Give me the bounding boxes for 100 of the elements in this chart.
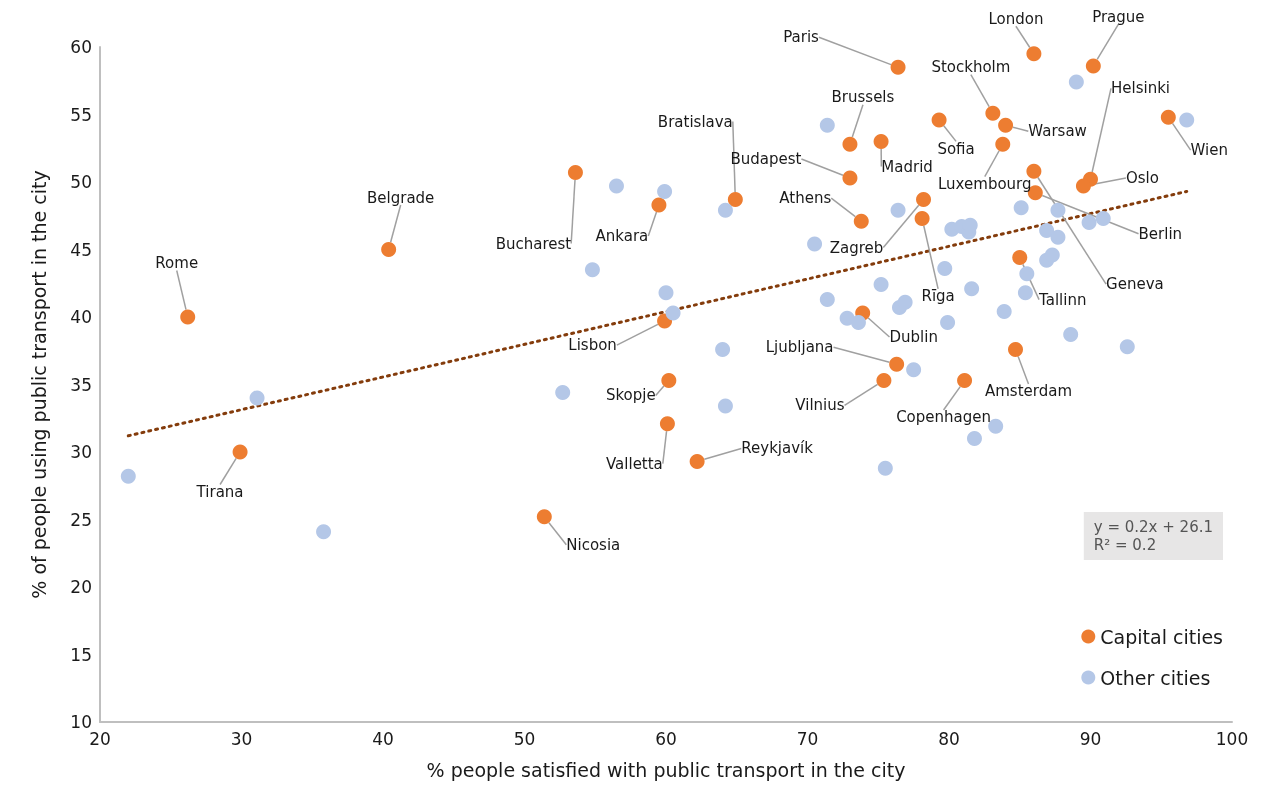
data-label: Helsinki bbox=[1110, 79, 1171, 98]
point bbox=[120, 468, 136, 484]
point bbox=[1026, 46, 1042, 62]
point bbox=[1050, 229, 1066, 245]
data-label: Valletta bbox=[606, 454, 663, 473]
legend-label: Capital cities bbox=[1100, 625, 1223, 648]
point bbox=[1095, 210, 1111, 226]
data-label: Madrid bbox=[881, 157, 933, 176]
point bbox=[536, 509, 552, 525]
point bbox=[316, 524, 332, 540]
y-tick-label: 45 bbox=[70, 239, 92, 260]
point bbox=[842, 170, 858, 186]
point bbox=[657, 183, 673, 199]
y-tick-label: 60 bbox=[70, 37, 92, 57]
point bbox=[1075, 178, 1091, 194]
point bbox=[717, 398, 733, 414]
y-tick-label: 30 bbox=[70, 442, 92, 462]
data-label: Athens bbox=[779, 189, 832, 208]
point bbox=[937, 260, 953, 276]
data-label: Luxembourg bbox=[938, 175, 1032, 194]
y-axis-title: % of people using public transport in the city bbox=[27, 170, 50, 599]
point bbox=[727, 192, 743, 208]
data-label: Bucharest bbox=[495, 234, 572, 253]
point bbox=[1119, 339, 1135, 355]
point bbox=[889, 356, 905, 372]
point bbox=[661, 372, 677, 388]
data-label: Amsterdam bbox=[984, 382, 1073, 401]
point bbox=[1026, 163, 1042, 179]
data-label: Bratislava bbox=[657, 112, 733, 131]
y-tick-label: 25 bbox=[70, 509, 92, 530]
point bbox=[996, 304, 1012, 320]
point bbox=[842, 136, 858, 152]
point bbox=[1081, 215, 1097, 230]
x-tick-label: 20 bbox=[89, 728, 111, 749]
point bbox=[931, 112, 947, 128]
x-tick-label: 50 bbox=[513, 728, 536, 749]
y-tick-label: 35 bbox=[70, 374, 92, 395]
y-tick-label: 20 bbox=[70, 577, 92, 597]
data-label: Reykjavík bbox=[741, 439, 814, 458]
point bbox=[914, 210, 930, 226]
x-tick-label: 90 bbox=[1079, 728, 1102, 749]
data-label: Vilnius bbox=[795, 396, 845, 415]
point bbox=[651, 197, 667, 213]
point bbox=[1044, 247, 1060, 263]
y-tick-label: 10 bbox=[70, 712, 92, 732]
data-label: Skopje bbox=[605, 386, 656, 405]
x-tick-label: 100 bbox=[1215, 728, 1249, 749]
data-label: Stockholm bbox=[931, 58, 1011, 77]
data-label: Belgrade bbox=[367, 188, 435, 207]
point bbox=[1012, 250, 1028, 266]
point bbox=[689, 453, 705, 469]
point bbox=[659, 416, 675, 432]
data-label: Budapest bbox=[730, 149, 802, 168]
point bbox=[1179, 112, 1195, 128]
point bbox=[717, 202, 733, 218]
point bbox=[916, 192, 932, 208]
point bbox=[1008, 341, 1024, 357]
data-label: Warsaw bbox=[1028, 122, 1087, 141]
point bbox=[608, 178, 624, 194]
point bbox=[1068, 74, 1084, 90]
point bbox=[1063, 327, 1079, 343]
point bbox=[1013, 200, 1029, 216]
x-tick-label: 70 bbox=[796, 728, 819, 749]
x-tick-label: 40 bbox=[372, 728, 394, 749]
point bbox=[873, 277, 889, 293]
data-label: Tirana bbox=[195, 483, 244, 501]
point bbox=[906, 362, 922, 378]
data-label: London bbox=[988, 9, 1044, 28]
point bbox=[873, 134, 889, 149]
point bbox=[567, 165, 583, 181]
y-tick-label: 15 bbox=[70, 644, 92, 665]
point bbox=[232, 444, 248, 460]
data-label: Zagreb bbox=[829, 238, 884, 257]
data-label: Dublin bbox=[889, 327, 938, 346]
legend-label: Other cities bbox=[1100, 666, 1211, 689]
data-label: Brussels bbox=[831, 88, 895, 107]
point bbox=[890, 59, 906, 75]
point bbox=[819, 117, 835, 133]
data-label: Wien bbox=[1190, 141, 1229, 160]
point bbox=[897, 294, 913, 310]
point bbox=[1039, 223, 1055, 239]
data-label: Oslo bbox=[1125, 169, 1159, 188]
point bbox=[890, 202, 906, 218]
point bbox=[1050, 202, 1066, 218]
point bbox=[249, 390, 265, 406]
data-label: Nicosia bbox=[566, 535, 621, 554]
point bbox=[940, 314, 956, 330]
point bbox=[1085, 58, 1101, 74]
data-label: Rome bbox=[155, 254, 199, 272]
data-label: Lisbon bbox=[568, 336, 617, 355]
data-label: Tallinn bbox=[1038, 290, 1087, 309]
data-label: Paris bbox=[783, 28, 820, 47]
point bbox=[985, 105, 1001, 121]
annotation: y = 0.2x + 26.1 R² = 0.2 bbox=[1093, 518, 1213, 554]
point bbox=[1019, 266, 1035, 282]
point bbox=[180, 309, 196, 325]
point bbox=[1017, 285, 1033, 301]
point bbox=[381, 242, 397, 257]
x-tick-label: 60 bbox=[655, 728, 677, 749]
data-label: Geneva bbox=[1106, 275, 1164, 294]
